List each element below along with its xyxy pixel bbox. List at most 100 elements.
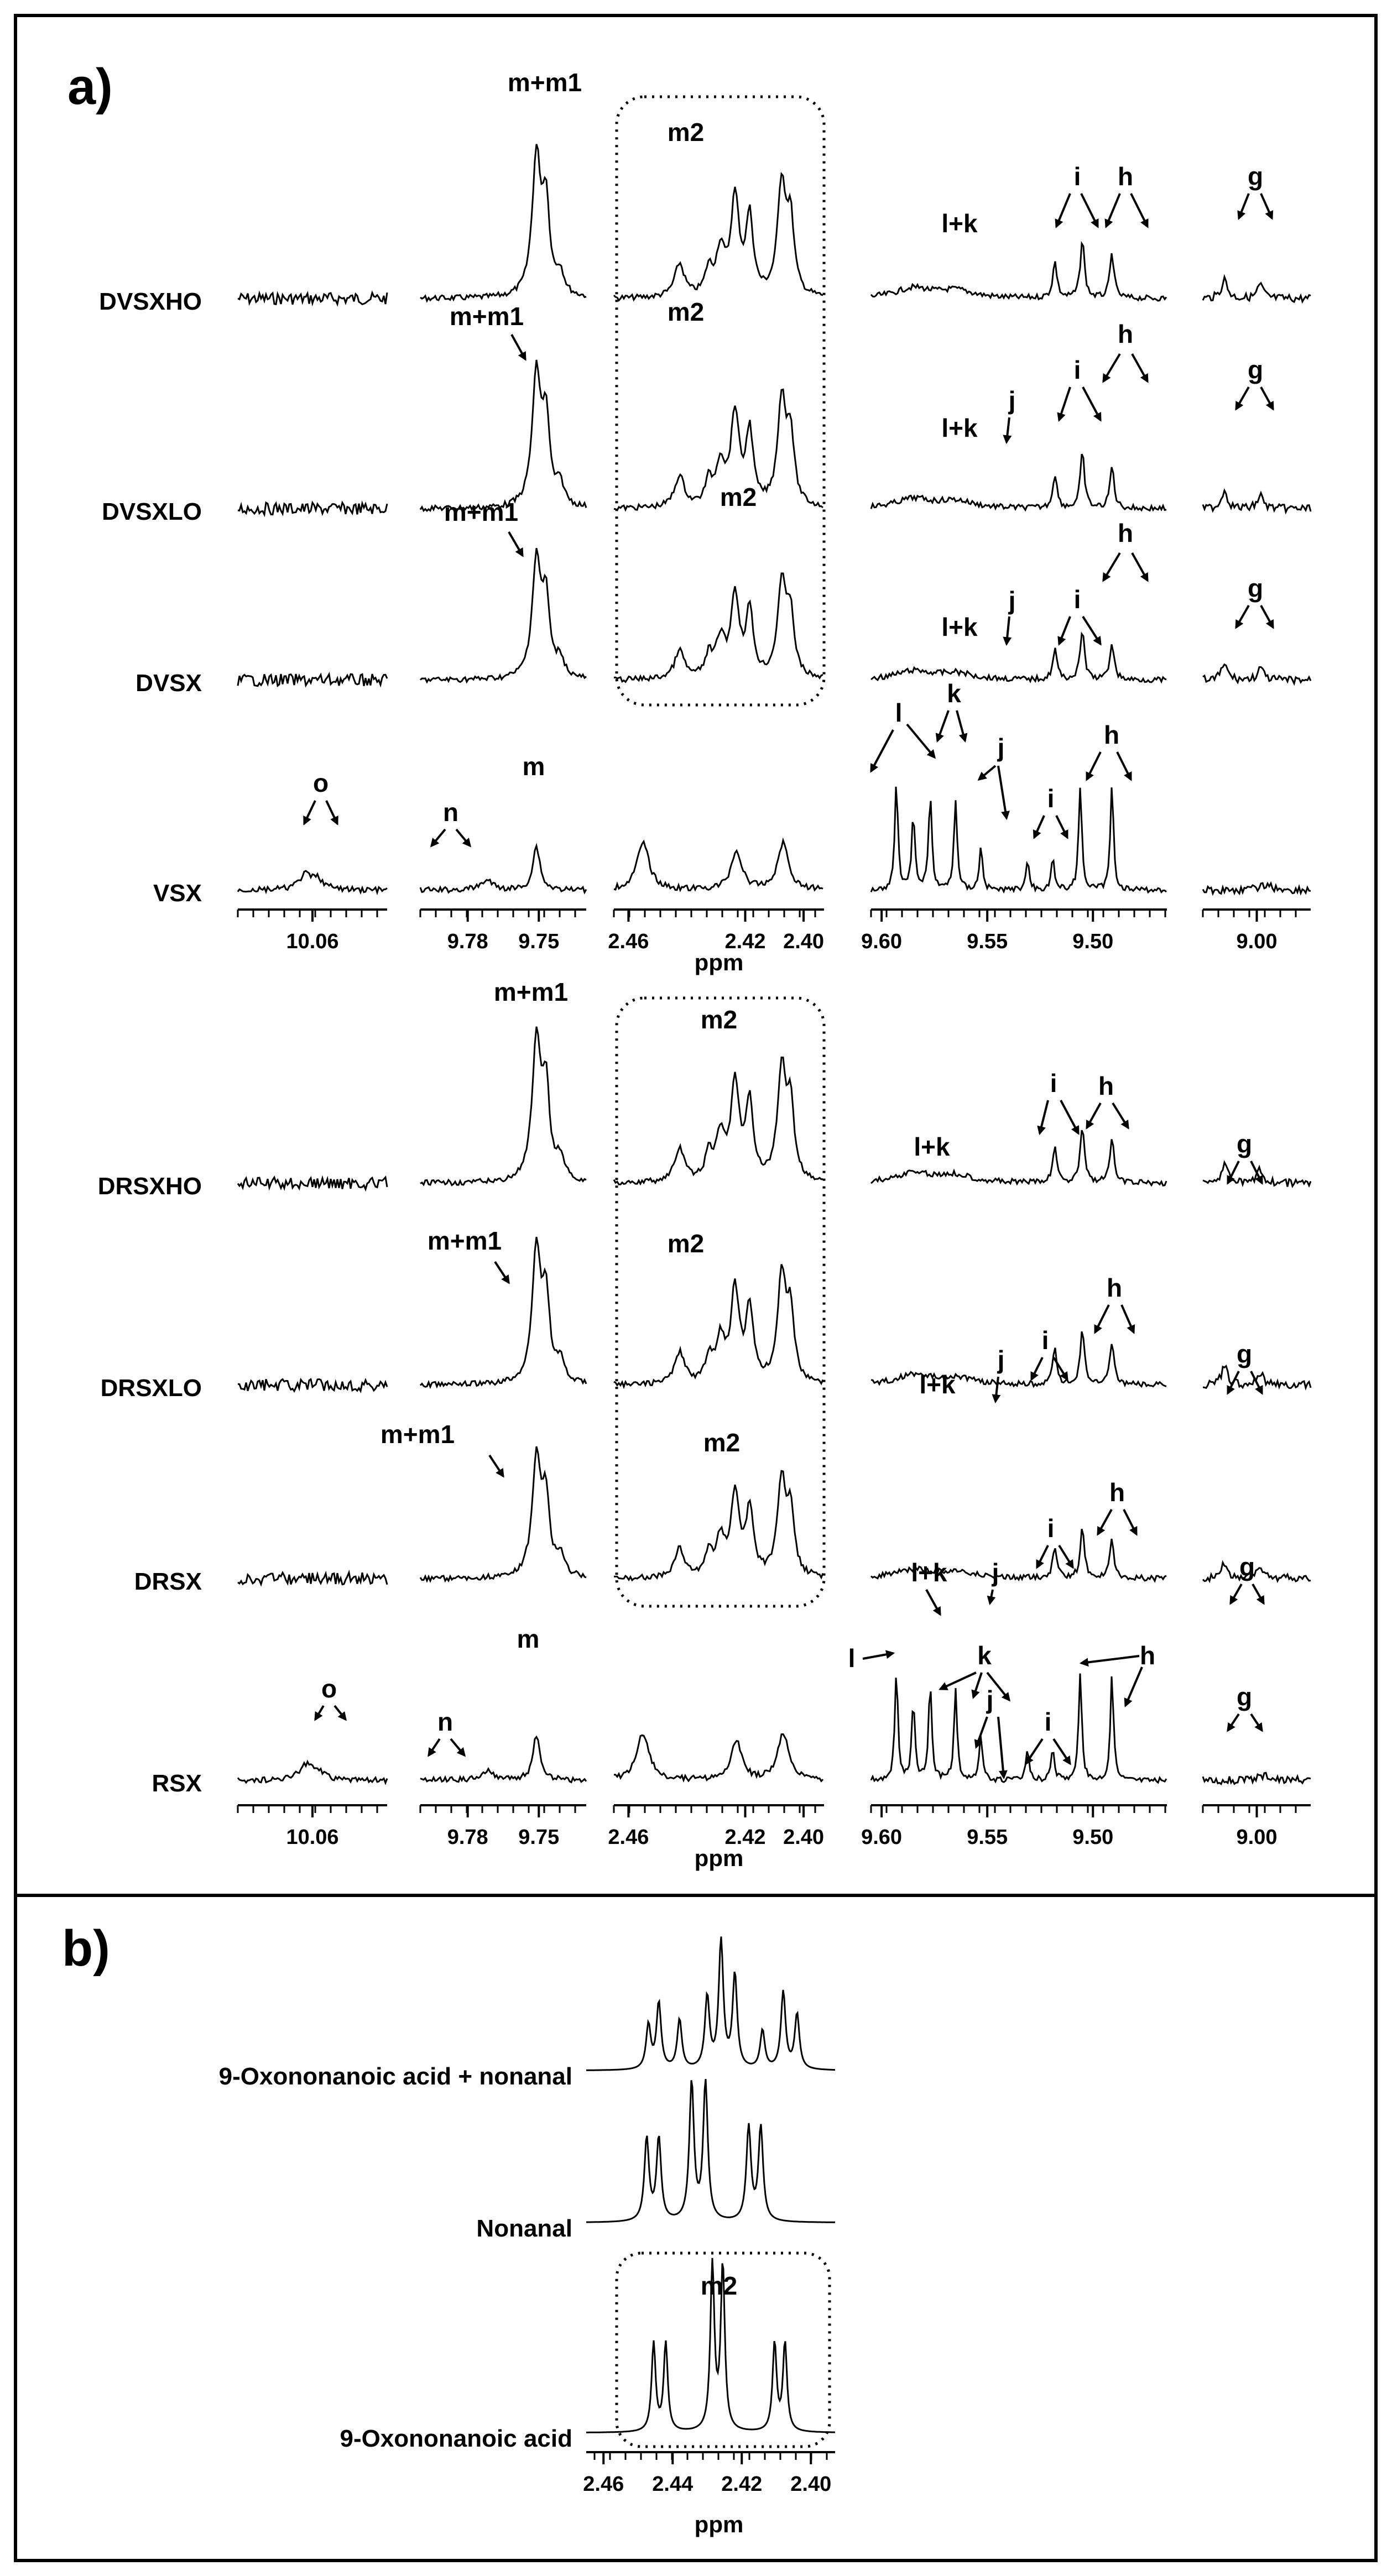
annotation-arrow-71 bbox=[1227, 1713, 1240, 1732]
peak-label-h-8: h bbox=[1118, 320, 1133, 348]
annotation-arrow-55 bbox=[1229, 1584, 1243, 1605]
peak-label-m-m1-34: m+m1 bbox=[427, 1226, 502, 1255]
annotation-arrow-69 bbox=[1025, 1738, 1044, 1765]
spectrum-dvsx-segment-5 bbox=[1202, 663, 1312, 686]
tick-label-2-46: 2.46 bbox=[608, 930, 649, 953]
m2-highlight-box-top bbox=[615, 95, 826, 707]
spectrum-dvsxho-segment-3 bbox=[613, 171, 823, 302]
peak-label-n-26: n bbox=[443, 798, 458, 827]
spectrum-rsx-segment-4 bbox=[870, 1673, 1167, 1784]
tick-label-9-60: 9.60 bbox=[861, 1826, 902, 1849]
annotation-arrow-68 bbox=[997, 1716, 1008, 1780]
annotation-arrow-0 bbox=[1055, 193, 1071, 228]
spectrum-rsx-segment-5 bbox=[1202, 1772, 1311, 1785]
peak-label-h-51: h bbox=[1140, 1641, 1155, 1670]
spectrum-drsx-segment-5 bbox=[1202, 1560, 1311, 1584]
peak-label-m-m1-28: m+m1 bbox=[494, 978, 568, 1006]
annotation-arrow-15 bbox=[1057, 616, 1071, 646]
tick-label-10-06: 10.06 bbox=[286, 1826, 338, 1849]
peak-label-g-17: g bbox=[1248, 574, 1263, 603]
tick-label-10-06: 10.06 bbox=[286, 930, 338, 953]
reference-label-9-oxononanoic-acid-nonanal: 9-Oxononanoic acid + nonanal bbox=[219, 2063, 572, 2090]
sample-label-dvsxlo: DVSXLO bbox=[102, 498, 202, 525]
tick-label-2-42: 2.42 bbox=[725, 1826, 766, 1849]
annotation-arrow-53 bbox=[1097, 1509, 1113, 1536]
annotation-arrow-59 bbox=[862, 1650, 895, 1660]
peak-label-i-11: i bbox=[1074, 356, 1081, 384]
peak-label-h-3: h bbox=[1118, 162, 1133, 191]
annotation-arrow-7 bbox=[1057, 386, 1071, 422]
annotation-arrow-4 bbox=[1237, 193, 1250, 220]
annotation-arrow-10 bbox=[1131, 353, 1149, 383]
peak-label-g-4: g bbox=[1248, 162, 1263, 191]
annotation-arrow-74 bbox=[450, 1738, 466, 1757]
m2-highlight-box-bottom bbox=[615, 996, 826, 1608]
annotation-arrow-65 bbox=[314, 1705, 325, 1721]
peak-label-h-23: h bbox=[1104, 720, 1119, 749]
tick-label-9-00: 9.00 bbox=[1237, 930, 1278, 953]
annotation-arrow-41 bbox=[1250, 1161, 1263, 1185]
peak-label-i-24: i bbox=[1047, 784, 1055, 813]
spectrum-drsx-segment-3 bbox=[614, 1470, 824, 1582]
annotation-arrow-5 bbox=[1260, 193, 1274, 220]
annotation-arrow-23 bbox=[906, 723, 936, 759]
annotation-arrow-24 bbox=[935, 710, 950, 743]
tick-label-9-00: 9.00 bbox=[1237, 1826, 1278, 1849]
annotation-arrow-43 bbox=[1030, 1357, 1044, 1381]
annotation-arrow-12 bbox=[1260, 386, 1274, 411]
sample-label-drsx: DRSX bbox=[134, 1568, 202, 1595]
axis-title-ppm-b: ppm bbox=[695, 2511, 744, 2537]
peak-label-lk-47: l+k bbox=[911, 1558, 947, 1587]
spectrum-vsx-segment-5 bbox=[1202, 881, 1311, 896]
annotation-arrow-18 bbox=[1131, 552, 1149, 582]
spectrum-dvsxho-segment-4 bbox=[870, 241, 1167, 302]
tick-label-b-2-40: 2.40 bbox=[790, 2473, 831, 2496]
spectrum-dvsxlo-segment-2 bbox=[419, 359, 587, 513]
annotation-arrow-51 bbox=[1036, 1545, 1049, 1569]
spectrum-drsxlo-segment-4 bbox=[870, 1331, 1167, 1388]
peak-label-m-m1-6: m+m1 bbox=[450, 302, 524, 331]
peak-label-o-25: o bbox=[313, 769, 329, 797]
annotation-arrow-32 bbox=[303, 800, 316, 825]
annotation-arrow-48 bbox=[1250, 1371, 1263, 1395]
annotation-arrow-3 bbox=[1130, 193, 1149, 228]
tick-label-9-78: 9.78 bbox=[447, 930, 488, 953]
annotation-arrow-13 bbox=[1003, 417, 1012, 445]
peak-label-k-21: k bbox=[947, 679, 961, 708]
tick-label-9-75: 9.75 bbox=[518, 1826, 559, 1849]
annotation-arrow-46 bbox=[1120, 1304, 1135, 1334]
peak-label-j-9: j bbox=[1008, 386, 1016, 415]
spectrum-dvsxho-segment-1 bbox=[237, 290, 388, 307]
peak-label-lk-12: l+k bbox=[941, 414, 978, 442]
tick-label-9-75: 9.75 bbox=[518, 930, 559, 953]
spectrum-drsxho-segment-2 bbox=[420, 1026, 587, 1187]
annotation-arrow-28 bbox=[1086, 751, 1102, 781]
sample-label-drsxho: DRSXHO bbox=[98, 1173, 202, 1200]
annotation-arrow-42 bbox=[494, 1261, 510, 1284]
peak-label-m2-35: m2 bbox=[668, 1229, 704, 1258]
annotation-arrow-72 bbox=[1250, 1713, 1263, 1732]
tick-label-2-40: 2.40 bbox=[783, 1826, 824, 1849]
spectrum-dvsx-segment-3 bbox=[613, 572, 823, 683]
peak-label-i-44: i bbox=[1047, 1514, 1055, 1543]
peak-label-g-10: g bbox=[1248, 356, 1263, 384]
peak-label-m-m1-13: m+m1 bbox=[444, 498, 518, 526]
annotation-arrow-57 bbox=[987, 1589, 996, 1606]
peak-label-i-37: i bbox=[1042, 1326, 1049, 1355]
annotation-arrow-17 bbox=[1102, 552, 1121, 582]
spectrum-dvsxho-segment-5 bbox=[1202, 274, 1311, 304]
tick-label-2-46: 2.46 bbox=[608, 1826, 649, 1849]
peak-label-g-54: g bbox=[1237, 1683, 1252, 1711]
reference-spectrum-9-oxononanoic-acid-nonanal bbox=[586, 1936, 836, 2071]
spectrum-drsx-segment-4 bbox=[870, 1529, 1167, 1583]
annotation-arrow-6 bbox=[510, 334, 526, 361]
tick-label-b-2-46: 2.46 bbox=[583, 2473, 624, 2496]
spectrum-dvsxlo-segment-4 bbox=[870, 453, 1167, 512]
spectrum-dvsxlo-segment-3 bbox=[613, 388, 823, 512]
sample-label-vsx: VSX bbox=[153, 880, 202, 907]
annotation-arrow-64 bbox=[1124, 1666, 1143, 1707]
annotation-arrow-37 bbox=[1060, 1100, 1080, 1135]
axis-title-ppm-top: ppm bbox=[695, 949, 744, 975]
m2-highlight-box-reference bbox=[615, 2251, 831, 2448]
peak-label-k-50: k bbox=[977, 1641, 992, 1670]
